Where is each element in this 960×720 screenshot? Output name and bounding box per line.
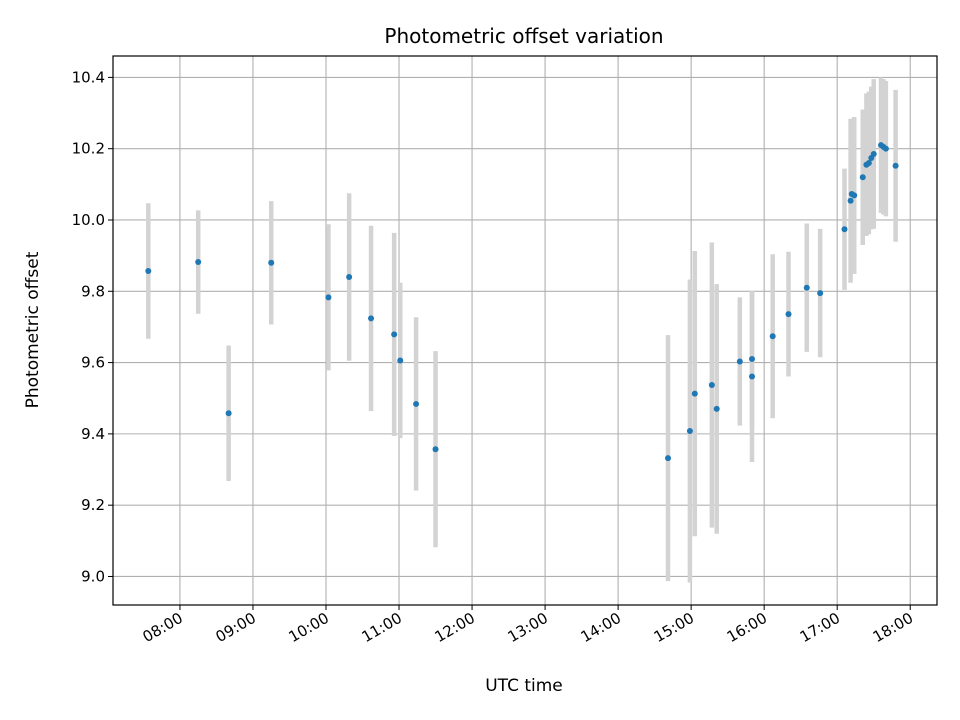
data-point: [691, 390, 698, 397]
y-tick-label: 10.4: [72, 68, 105, 86]
data-point: [803, 284, 810, 291]
data-point: [785, 311, 792, 318]
data-point: [708, 382, 715, 389]
plot-frame: [112, 55, 938, 606]
y-axis-ticks: 9.0 9.2 9.4 9.6 9.8 10.0 10.2 10.4: [72, 68, 113, 585]
data-point: [325, 294, 332, 301]
grid: [113, 56, 937, 605]
data-point: [865, 159, 872, 166]
y-tick-label: 9.4: [81, 425, 105, 443]
x-axis-label: UTC time: [485, 676, 563, 696]
data-point: [346, 274, 353, 281]
data-point: [748, 373, 755, 380]
y-tick-label: 10.0: [72, 211, 105, 229]
data-point: [145, 267, 152, 274]
y-tick-label: 9.8: [81, 282, 105, 300]
data-points: [145, 142, 899, 462]
data-point: [882, 145, 889, 152]
data-point: [665, 455, 672, 462]
data-point: [841, 226, 848, 233]
data-point: [368, 315, 375, 322]
data-point: [892, 162, 899, 169]
data-point: [397, 357, 404, 364]
data-point: [870, 151, 877, 158]
y-axis-label: Photometric offset: [23, 251, 43, 408]
data-point: [195, 259, 202, 266]
y-tick-label: 10.2: [72, 140, 105, 158]
data-point: [432, 446, 439, 453]
data-point: [851, 192, 858, 199]
y-tick-label: 9.2: [81, 496, 105, 514]
data-point: [817, 290, 824, 297]
data-point: [391, 331, 398, 338]
data-point: [736, 358, 743, 365]
chart-title: Photometric offset variation: [384, 24, 663, 48]
data-point: [847, 197, 854, 204]
y-tick-label: 9.0: [81, 567, 105, 585]
data-point: [859, 174, 866, 181]
data-point: [769, 333, 776, 340]
y-tick-label: 9.6: [81, 354, 105, 372]
data-point: [225, 410, 232, 417]
data-point: [413, 400, 420, 407]
data-point: [686, 428, 693, 435]
data-point: [748, 356, 755, 363]
data-point: [713, 405, 720, 412]
data-point: [268, 259, 275, 266]
